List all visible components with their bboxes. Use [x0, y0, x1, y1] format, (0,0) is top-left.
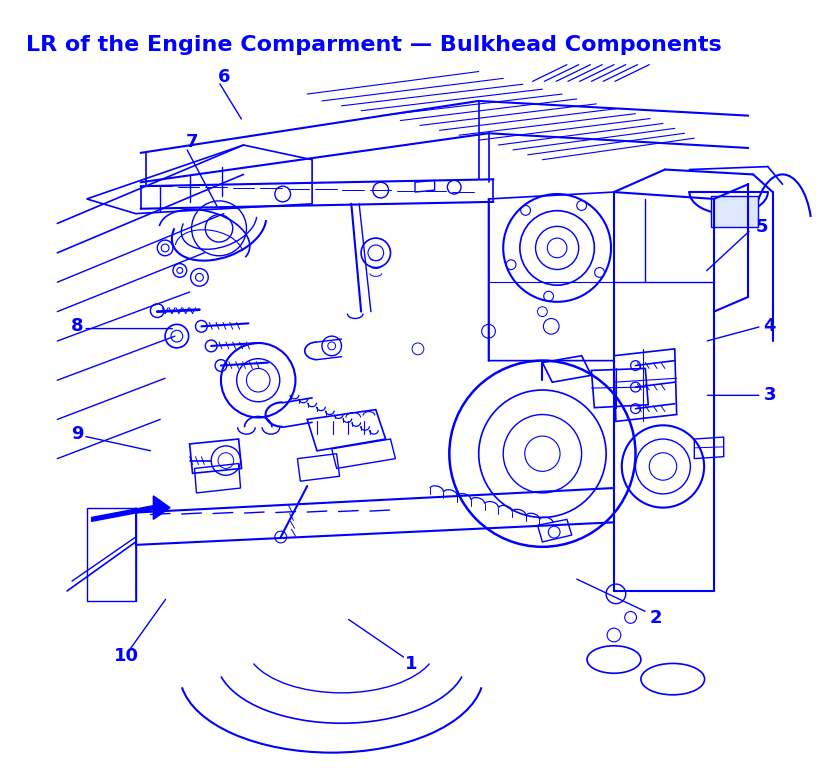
Text: 5: 5 — [755, 218, 768, 236]
Text: LR of the Engine Comparment — Bulkhead Components: LR of the Engine Comparment — Bulkhead C… — [26, 35, 721, 56]
Text: 1: 1 — [406, 655, 418, 673]
FancyBboxPatch shape — [711, 196, 758, 227]
Text: 9: 9 — [71, 424, 84, 442]
Text: 8: 8 — [71, 317, 84, 335]
Text: 2: 2 — [650, 609, 662, 627]
Text: 10: 10 — [114, 648, 139, 666]
Text: 3: 3 — [764, 386, 776, 404]
Text: 4: 4 — [764, 317, 776, 335]
Polygon shape — [91, 496, 170, 521]
Text: 7: 7 — [185, 133, 198, 151]
Text: 6: 6 — [218, 68, 230, 86]
